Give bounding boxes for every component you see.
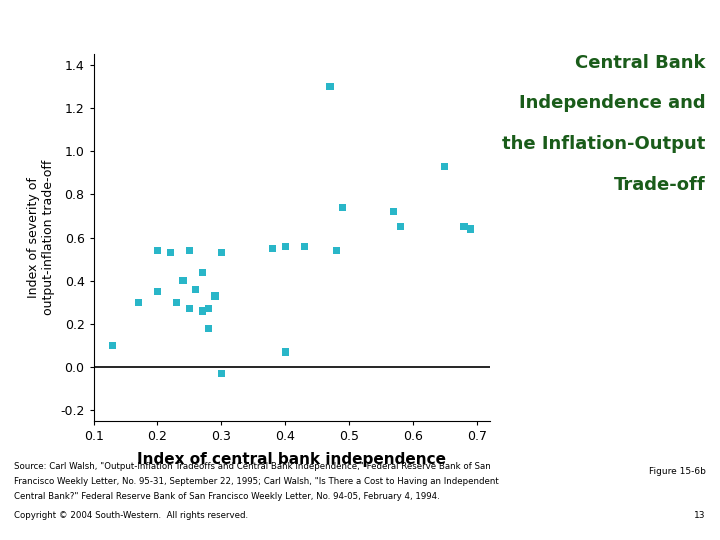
Point bbox=[459, 222, 470, 231]
Text: Independence and: Independence and bbox=[519, 94, 706, 112]
Point bbox=[184, 305, 195, 313]
Point bbox=[152, 246, 163, 255]
Point bbox=[210, 292, 221, 300]
Point bbox=[330, 246, 342, 255]
Text: Copyright © 2004 South-Western.  All rights reserved.: Copyright © 2004 South-Western. All righ… bbox=[14, 511, 248, 521]
Point bbox=[337, 203, 348, 212]
Y-axis label: Index of severity of
output-inflation trade-off: Index of severity of output-inflation tr… bbox=[27, 160, 55, 315]
Point bbox=[388, 207, 400, 216]
Point bbox=[184, 246, 195, 255]
Point bbox=[164, 248, 176, 257]
Text: Figure 15-6b: Figure 15-6b bbox=[649, 467, 706, 476]
Text: Francisco Weekly Letter, No. 95-31, September 22, 1995; Carl Walsh, "Is There a : Francisco Weekly Letter, No. 95-31, Sept… bbox=[14, 477, 499, 486]
Text: Central Bank?" Federal Reserve Bank of San Francisco Weekly Letter, No. 94-05, F: Central Bank?" Federal Reserve Bank of S… bbox=[14, 492, 440, 501]
Text: Source: Carl Walsh, "Output-Inflation Tradeoffs and Central Bank Independence," : Source: Carl Walsh, "Output-Inflation Tr… bbox=[14, 462, 491, 471]
Point bbox=[107, 341, 119, 350]
Point bbox=[464, 225, 476, 233]
Point bbox=[439, 162, 451, 171]
Point bbox=[215, 369, 227, 378]
Point bbox=[395, 222, 406, 231]
Point bbox=[171, 298, 182, 307]
X-axis label: Index of central bank independence: Index of central bank independence bbox=[137, 451, 446, 467]
Point bbox=[152, 287, 163, 296]
Point bbox=[132, 298, 144, 307]
Point bbox=[215, 248, 227, 257]
Point bbox=[177, 276, 189, 285]
Point bbox=[190, 285, 202, 294]
Point bbox=[279, 348, 291, 356]
Point bbox=[197, 307, 208, 315]
Point bbox=[279, 242, 291, 251]
Point bbox=[203, 305, 215, 313]
Text: 13: 13 bbox=[694, 511, 706, 521]
Point bbox=[299, 242, 310, 251]
Text: the Inflation-Output: the Inflation-Output bbox=[503, 135, 706, 153]
Text: Trade-off: Trade-off bbox=[614, 176, 706, 193]
Point bbox=[324, 82, 336, 91]
Point bbox=[266, 244, 278, 253]
Point bbox=[203, 324, 215, 333]
Point bbox=[197, 268, 208, 276]
Text: Central Bank: Central Bank bbox=[575, 54, 706, 72]
